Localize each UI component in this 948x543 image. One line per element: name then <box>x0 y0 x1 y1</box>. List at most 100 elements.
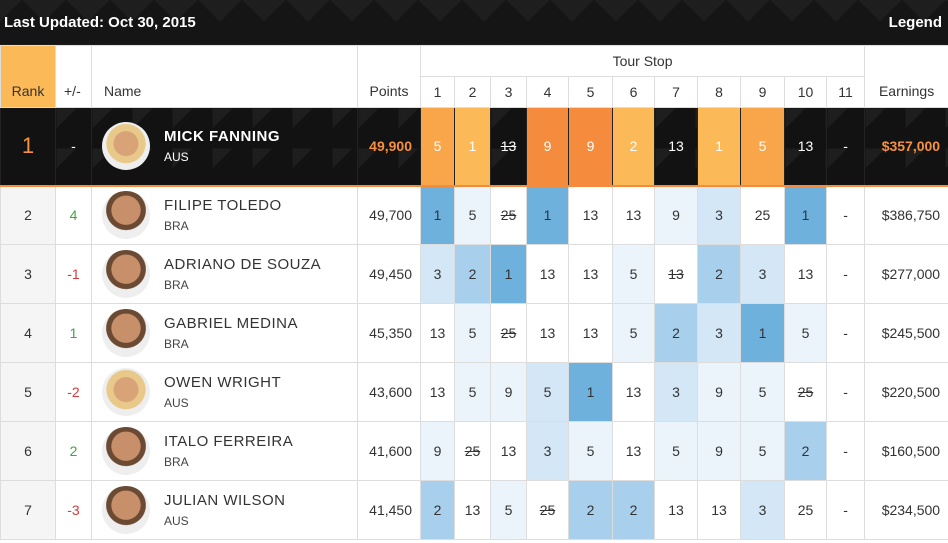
avatar <box>102 368 150 416</box>
header-stop[interactable]: 2 <box>454 76 491 108</box>
stop-result: 25 <box>490 185 527 245</box>
legend-link[interactable]: Legend <box>888 14 942 31</box>
stop-result: - <box>825 244 866 304</box>
stop-result: - <box>825 421 866 481</box>
table-row[interactable]: 7 -3 JULIAN WILSON AUS 41,450 2 13 5 25 … <box>0 480 948 540</box>
table-row[interactable]: 6 2 ITALO FERREIRA BRA 41,600 9 25 13 3 … <box>0 421 948 481</box>
header-stop[interactable]: 10 <box>784 76 827 108</box>
stop-result: 13 <box>526 303 569 363</box>
surfer-name[interactable]: FILIPE TOLEDO <box>164 197 282 215</box>
stop-result: 5 <box>654 421 698 481</box>
earnings-cell: $160,500 <box>864 421 948 481</box>
rank-cell: 2 <box>0 185 56 245</box>
change-cell: -1 <box>55 244 92 304</box>
header-stop[interactable]: 3 <box>490 76 527 108</box>
rank-cell: 4 <box>0 303 56 363</box>
header-stop[interactable]: 4 <box>526 76 569 108</box>
stop-result: 5 <box>740 362 785 422</box>
surfer-cell[interactable]: ITALO FERREIRA BRA <box>91 421 358 481</box>
change-cell: -2 <box>55 362 92 422</box>
stop-result: 5 <box>490 480 527 540</box>
surfer-cell[interactable]: ADRIANO DE SOUZA BRA <box>91 244 358 304</box>
header-rank[interactable]: Rank <box>0 45 56 108</box>
surfer-cell[interactable]: FILIPE TOLEDO BRA <box>91 185 358 245</box>
surfer-name[interactable]: MICK FANNING <box>164 128 280 146</box>
header-points[interactable]: Points <box>357 45 421 108</box>
stop-result: 13 <box>784 107 827 187</box>
surfer-name[interactable]: OWEN WRIGHT <box>164 374 282 391</box>
rank-cell: 6 <box>0 421 56 481</box>
stop-result: 5 <box>612 303 655 363</box>
stop-result: - <box>825 185 866 245</box>
surfer-country: BRA <box>164 337 189 351</box>
stop-result: 3 <box>740 480 785 540</box>
table-row[interactable]: 4 1 GABRIEL MEDINA BRA 45,350 13 5 25 13… <box>0 303 948 363</box>
stop-result: 5 <box>420 107 455 187</box>
stop-result: 25 <box>740 185 785 245</box>
stop-result: 13 <box>784 244 827 304</box>
header-stop[interactable]: 1 <box>420 76 455 108</box>
surfer-country: AUS <box>164 514 189 528</box>
stop-result: 2 <box>697 244 741 304</box>
header-stop[interactable]: 6 <box>612 76 655 108</box>
header-stop[interactable]: 7 <box>654 76 698 108</box>
stop-result: 1 <box>784 185 827 245</box>
table-row[interactable]: 2 4 FILIPE TOLEDO BRA 49,700 1 5 25 1 13… <box>0 185 948 245</box>
stop-result: 5 <box>526 362 569 422</box>
stop-result: 9 <box>526 107 569 187</box>
stop-result: - <box>825 362 866 422</box>
stop-result: 13 <box>568 303 613 363</box>
stop-result: 1 <box>740 303 785 363</box>
earnings-cell: $386,750 <box>864 185 948 245</box>
surfer-country: AUS <box>164 150 189 165</box>
top-bar: Last Updated: Oct 30, 2015 Legend <box>0 0 948 45</box>
surfer-cell[interactable]: GABRIEL MEDINA BRA <box>91 303 358 363</box>
stop-result: 1 <box>568 362 613 422</box>
header-stop[interactable]: 8 <box>697 76 741 108</box>
stop-result: 5 <box>568 421 613 481</box>
stop-result: 25 <box>490 303 527 363</box>
table-row[interactable]: 5 -2 OWEN WRIGHT AUS 43,600 13 5 9 5 1 1… <box>0 362 948 422</box>
surfer-cell[interactable]: MICK FANNING AUS <box>91 107 358 187</box>
stop-result: 1 <box>454 107 491 187</box>
stop-result: - <box>825 107 866 187</box>
change-cell: 4 <box>55 185 92 245</box>
header-earnings[interactable]: Earnings <box>864 45 948 108</box>
earnings-cell: $277,000 <box>864 244 948 304</box>
stop-result: 13 <box>612 421 655 481</box>
stop-result: 13 <box>654 107 698 187</box>
rankings-table: Rank +/- Name Points Tour Stop Earnings … <box>0 45 948 540</box>
stop-result: 5 <box>454 303 491 363</box>
points-cell: 41,450 <box>357 480 421 540</box>
stop-result: 3 <box>654 362 698 422</box>
stop-result: 13 <box>697 480 741 540</box>
stop-result: 13 <box>654 244 698 304</box>
surfer-name[interactable]: JULIAN WILSON <box>164 492 286 509</box>
stop-result: 5 <box>740 421 785 481</box>
points-cell: 45,350 <box>357 303 421 363</box>
stop-result: 13 <box>526 244 569 304</box>
header-stop[interactable]: 11 <box>825 76 866 108</box>
header-stop[interactable]: 5 <box>568 76 613 108</box>
surfer-name[interactable]: ITALO FERREIRA <box>164 433 294 450</box>
surfer-name[interactable]: GABRIEL MEDINA <box>164 315 298 332</box>
stop-result: 13 <box>612 185 655 245</box>
stop-result: 13 <box>568 185 613 245</box>
stop-result: 13 <box>454 480 491 540</box>
header-change[interactable]: +/- <box>55 45 92 108</box>
surfer-cell[interactable]: JULIAN WILSON AUS <box>91 480 358 540</box>
surfer-country: BRA <box>164 455 189 469</box>
earnings-cell: $245,500 <box>864 303 948 363</box>
stop-result: 9 <box>654 185 698 245</box>
table-row[interactable]: 1 - MICK FANNING AUS 49,900 5 1 13 9 9 2… <box>0 107 948 187</box>
stop-result: 13 <box>490 107 527 187</box>
surfer-cell[interactable]: OWEN WRIGHT AUS <box>91 362 358 422</box>
stop-result: 2 <box>568 480 613 540</box>
stop-result: 13 <box>420 362 455 422</box>
header-name[interactable]: Name <box>91 45 358 108</box>
header-stop[interactable]: 9 <box>740 76 785 108</box>
stop-result: - <box>825 303 866 363</box>
table-row[interactable]: 3 -1 ADRIANO DE SOUZA BRA 49,450 3 2 1 1… <box>0 244 948 304</box>
stop-result: 25 <box>784 480 827 540</box>
surfer-name[interactable]: ADRIANO DE SOUZA <box>164 256 322 273</box>
